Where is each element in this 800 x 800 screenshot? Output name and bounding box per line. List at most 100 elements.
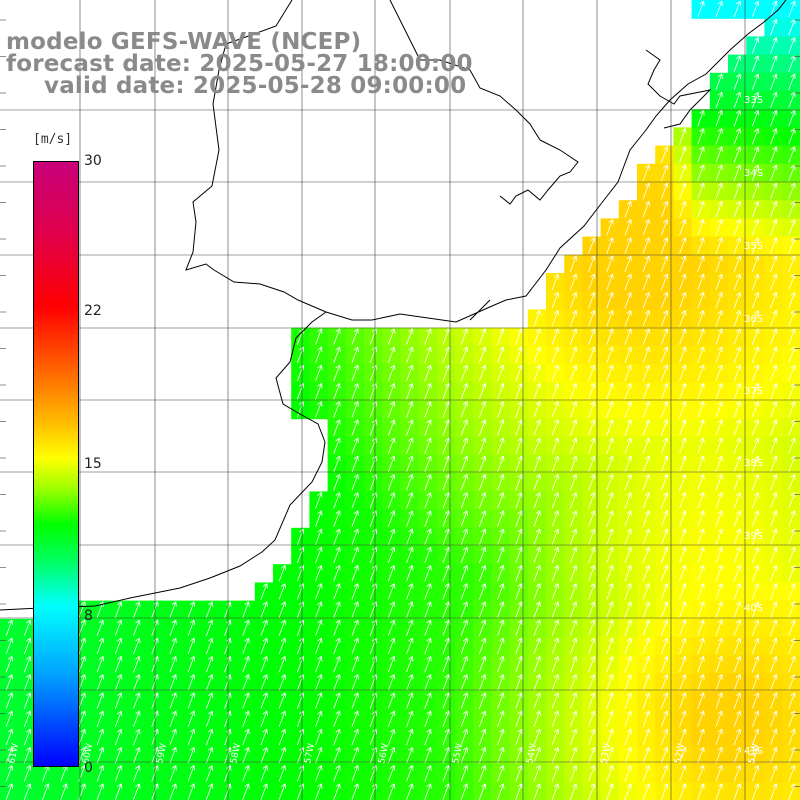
wind-arrow <box>333 765 341 782</box>
wind-arrow <box>697 164 705 182</box>
wind-arrow <box>5 783 13 800</box>
wind-arrow <box>551 364 559 382</box>
wind-arrow <box>642 583 650 600</box>
wind-arrow <box>315 364 323 382</box>
wind-arrow <box>733 492 741 509</box>
wind-arrow <box>679 291 687 309</box>
wind-arrow <box>588 473 596 491</box>
wind-arrow <box>569 710 578 728</box>
wind-arrow <box>588 619 596 637</box>
wind-arrow <box>260 765 268 782</box>
wind-arrow <box>770 164 778 182</box>
wind-arrow <box>406 710 414 728</box>
wind-arrow <box>260 674 268 691</box>
wind-arrow <box>351 437 359 455</box>
wind-arrow <box>497 546 505 564</box>
wind-arrow <box>770 528 778 546</box>
wind-arrow <box>606 455 614 473</box>
wind-arrow <box>278 765 286 782</box>
wind-arrow <box>770 655 778 673</box>
longitude-label: 59W <box>155 743 169 765</box>
wind-arrow <box>169 728 177 746</box>
wind-arrow <box>315 692 323 709</box>
wind-arrow <box>442 382 450 400</box>
wind-arrow <box>515 728 523 746</box>
wind-arrow <box>23 692 32 709</box>
wind-arrow <box>770 128 778 145</box>
wind-arrow <box>660 728 669 746</box>
wind-arrow <box>478 637 487 655</box>
wind-arrow <box>442 346 450 364</box>
wind-arrow <box>533 583 541 600</box>
wind-arrow <box>660 674 669 691</box>
coastline <box>0 0 787 611</box>
wind-arrow <box>551 382 559 400</box>
wind-arrow <box>697 182 705 200</box>
wind-arrow <box>442 637 450 655</box>
wind-arrow <box>624 637 632 655</box>
wind-arrow <box>515 765 523 782</box>
wind-arrow <box>770 564 778 582</box>
wind-arrow <box>478 601 487 618</box>
wind-arrow <box>515 692 523 709</box>
wind-arrow <box>588 746 596 764</box>
wind-arrow <box>715 528 723 546</box>
wind-arrow <box>697 382 705 400</box>
wind-arrow <box>642 765 650 782</box>
wind-arrow <box>770 455 778 473</box>
wind-arrow <box>715 674 723 691</box>
wind-arrow <box>679 601 687 618</box>
wind-arrow <box>169 692 177 709</box>
wind-arrow <box>351 765 359 782</box>
wind-arrow <box>551 473 559 491</box>
wind-arrow <box>770 37 778 54</box>
wind-arrow <box>497 583 505 600</box>
wind-arrow <box>333 583 341 600</box>
wind-arrow <box>751 455 760 473</box>
wind-arrow <box>642 546 650 564</box>
wind-arrow <box>642 746 650 764</box>
wind-arrow <box>697 364 705 382</box>
wind-arrow <box>642 437 650 455</box>
wind-arrow <box>478 473 487 491</box>
wind-arrow <box>406 455 414 473</box>
wind-arrow <box>551 728 559 746</box>
wind-arrow <box>387 674 396 691</box>
wind-arrow <box>697 273 705 291</box>
wind-arrow <box>660 510 669 527</box>
wind-arrow <box>624 564 632 582</box>
wind-arrow <box>533 783 541 800</box>
wind-arrow <box>351 510 359 527</box>
wind-arrow <box>770 546 778 564</box>
wind-arrow <box>442 401 450 418</box>
wind-arrow <box>569 455 578 473</box>
wind-arrow <box>351 364 359 382</box>
wind-arrow <box>478 783 487 800</box>
wind-arrow <box>642 346 650 364</box>
wind-arrow <box>460 637 468 655</box>
wind-arrow <box>169 746 177 764</box>
wind-arrow <box>679 765 687 782</box>
wind-arrow <box>660 492 669 509</box>
colorbar-tick-30: 30 <box>84 153 102 169</box>
wind-arrow <box>679 128 687 145</box>
wind-arrow <box>187 601 195 618</box>
wind-arrow <box>624 546 632 564</box>
wind-arrow <box>606 583 614 600</box>
wind-arrow <box>642 255 650 273</box>
wind-arrow <box>733 109 741 127</box>
wind-arrow <box>569 364 578 382</box>
wind-arrow <box>679 164 687 182</box>
wind-arrow <box>406 619 414 637</box>
wind-arrow <box>224 728 232 746</box>
wind-arrow <box>679 273 687 291</box>
wind-arrow <box>697 0 705 18</box>
wind-arrow <box>224 783 232 800</box>
wind-arrow <box>133 601 141 618</box>
wind-arrow <box>515 619 523 637</box>
wind-arrow <box>478 674 487 691</box>
wind-arrow <box>697 109 705 127</box>
wind-arrow <box>751 583 760 600</box>
wind-arrow <box>387 583 396 600</box>
wind-arrow <box>424 437 432 455</box>
